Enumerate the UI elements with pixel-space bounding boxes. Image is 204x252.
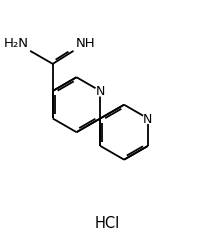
Text: HCl: HCl [95,215,120,230]
Text: H₂N: H₂N [3,37,28,50]
Text: NH: NH [75,37,95,50]
Circle shape [143,114,153,124]
Circle shape [95,87,105,97]
Text: N: N [96,85,105,98]
Text: N: N [143,112,153,125]
